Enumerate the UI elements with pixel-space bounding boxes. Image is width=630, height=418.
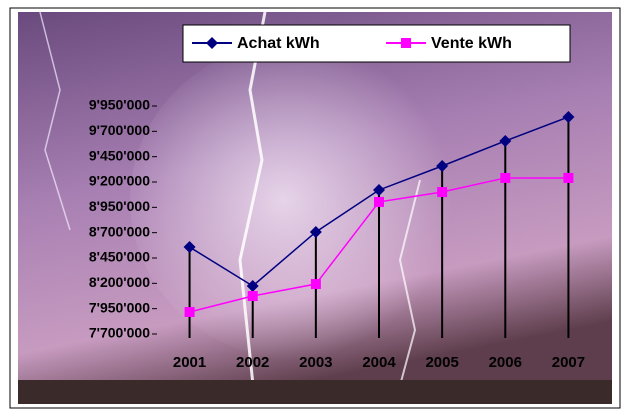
- x-tick-label: 2001: [173, 354, 206, 371]
- x-tick-label: 2004: [362, 354, 396, 371]
- marker: [437, 187, 447, 197]
- y-tick-label: 7'950'000: [89, 299, 150, 315]
- marker: [311, 279, 321, 289]
- x-tick-label: 2002: [236, 354, 269, 371]
- x-tick-label: 2006: [489, 354, 522, 371]
- y-tick-label: 8'200'000: [89, 274, 150, 290]
- marker: [374, 197, 384, 207]
- marker: [185, 307, 195, 317]
- marker: [500, 173, 510, 183]
- y-tick-label: 9'200'000: [89, 173, 150, 189]
- y-tick-label: 9'700'000: [89, 122, 150, 138]
- legend-label: Vente kWh: [431, 35, 512, 52]
- y-tick-label: 8'700'000: [89, 223, 150, 239]
- y-tick-label: 9'450'000: [89, 147, 150, 163]
- x-tick-label: 2007: [552, 354, 585, 371]
- marker: [401, 38, 411, 48]
- legend-label: Achat kWh: [237, 35, 320, 52]
- marker: [563, 173, 573, 183]
- x-tick-label: 2003: [299, 354, 332, 371]
- y-tick-label: 9'950'000: [89, 97, 150, 113]
- ground: [18, 380, 612, 404]
- marker: [248, 291, 258, 301]
- y-tick-label: 8'950'000: [89, 198, 150, 214]
- y-tick-label: 8'450'000: [89, 249, 150, 265]
- x-tick-label: 2005: [425, 354, 458, 371]
- glow: [130, 40, 470, 360]
- y-tick-label: 7'700'000: [89, 325, 150, 341]
- chart: 7'700'000 7'950'000 8'200'000 8'450'000 8'70…: [0, 0, 630, 418]
